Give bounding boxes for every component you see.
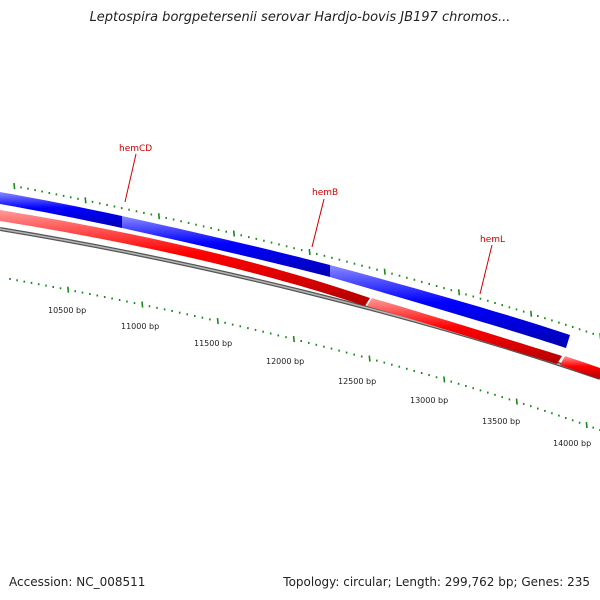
scale-label: 11500 bp	[194, 339, 232, 348]
gene-label-hemCD: hemCD	[119, 144, 152, 154]
major-tick	[457, 289, 461, 296]
scale-label: 10500 bp	[48, 306, 86, 315]
gene-feature-hemCD[interactable]	[0, 192, 122, 228]
major-tick	[383, 268, 386, 275]
chromosome-backbone	[0, 227, 600, 380]
scale-label: 12500 bp	[338, 377, 376, 386]
major-tick	[530, 310, 533, 317]
scale-labels: 10500 bp 11000 bp 11500 bp 12000 bp 1250…	[48, 306, 591, 448]
major-tick	[232, 230, 236, 237]
major-tick	[216, 318, 219, 325]
map-title: Leptospira borgpetersenii serovar Hardjo…	[89, 10, 511, 25]
topology-summary: Topology: circular; Length: 299,762 bp; …	[283, 575, 590, 589]
scale-label: 13500 bp	[482, 417, 520, 426]
major-tick	[67, 286, 70, 293]
gene-feature-hemB[interactable]	[122, 216, 330, 277]
major-tick	[292, 336, 295, 343]
major-tick	[84, 197, 87, 204]
major-tick	[585, 422, 588, 429]
gene-feature-hemL[interactable]	[330, 265, 570, 348]
gene-label-leader-hemB	[311, 198, 325, 248]
scale-label: 12000 bp	[266, 357, 304, 366]
major-tick	[515, 398, 518, 405]
major-tick	[13, 182, 16, 190]
accession-label: Accession: NC_008511	[9, 575, 146, 589]
outer-tick-row	[13, 182, 600, 340]
major-tick	[157, 213, 161, 220]
minus-strand-genes	[0, 210, 600, 379]
gene-labels: hemCD hemB hemL	[119, 144, 505, 295]
major-tick	[443, 376, 446, 383]
major-tick	[308, 248, 311, 256]
scale-label: 11000 bp	[121, 322, 159, 331]
major-tick	[141, 301, 144, 308]
plus-strand-genes	[0, 192, 570, 348]
gene-label-leader-hemL	[479, 244, 493, 295]
scale-tick-row	[9, 278, 600, 431]
gene-label-hemB: hemB	[312, 188, 338, 198]
gene-feature-minus-3[interactable]	[560, 356, 600, 379]
gene-label-leader-hemCD	[124, 153, 137, 203]
scale-label: 13000 bp	[410, 396, 448, 405]
gene-label-hemL: hemL	[480, 235, 505, 245]
gene-feature-minus-2[interactable]	[367, 298, 562, 364]
scale-label: 14000 bp	[553, 439, 591, 448]
gene-feature-minus-1[interactable]	[0, 210, 370, 306]
major-tick	[368, 355, 371, 362]
